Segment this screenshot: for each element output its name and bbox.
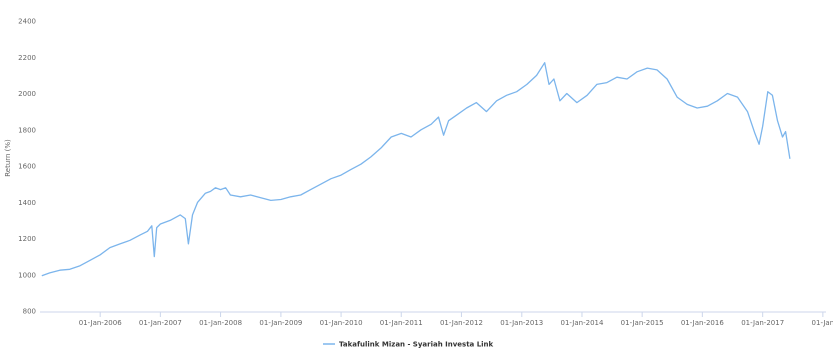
- y-tick-label: 1000: [18, 271, 36, 279]
- y-tick-label: 2400: [18, 18, 36, 26]
- x-tick-label: 01-Jan-2009: [259, 319, 302, 327]
- x-tick-label: 01-Jan-2013: [500, 319, 543, 327]
- y-tick-label: 2000: [18, 90, 36, 98]
- x-tick-label: 01-Jan-2006: [79, 319, 123, 327]
- x-tick-label: 01-Jan: [812, 319, 833, 327]
- x-tick-label: 01-Jan-2014: [560, 319, 604, 327]
- x-tick-label: 01-Jan-2017: [741, 319, 784, 327]
- x-tick-label: 01-Jan-2010: [320, 319, 363, 327]
- x-tick-label: 01-Jan-2012: [440, 319, 483, 327]
- legend-label: Takafulink Mizan - Syariah Investa Link: [339, 341, 494, 349]
- x-tick-label: 01-Jan-2007: [139, 319, 182, 327]
- x-tick-label: 01-Jan-2016: [681, 319, 725, 327]
- y-tick-label: 1800: [18, 126, 36, 134]
- y-tick-label: 1600: [18, 163, 36, 171]
- y-axis: 800 1000 1200 1400 1600 1800 2000 2200 2400: [18, 18, 36, 316]
- x-axis: 01-Jan-2006 01-Jan-2007 01-Jan-2008 01-Jan-…: [40, 311, 833, 327]
- x-tick-label: 01-Jan-2011: [380, 319, 423, 327]
- y-tick-label: 1200: [18, 235, 36, 243]
- y-axis-title: Return (%): [4, 139, 12, 177]
- y-tick-label: 1400: [18, 199, 36, 207]
- x-tick-label: 01-Jan-2015: [621, 319, 664, 327]
- series-line[interactable]: [41, 62, 791, 277]
- x-tick-label: 01-Jan-2008: [199, 319, 242, 327]
- y-tick-label: 2200: [18, 54, 36, 62]
- series-layer: [41, 62, 791, 277]
- legend[interactable]: Takafulink Mizan - Syariah Investa Link: [323, 341, 494, 349]
- y-tick-label: 800: [23, 308, 36, 316]
